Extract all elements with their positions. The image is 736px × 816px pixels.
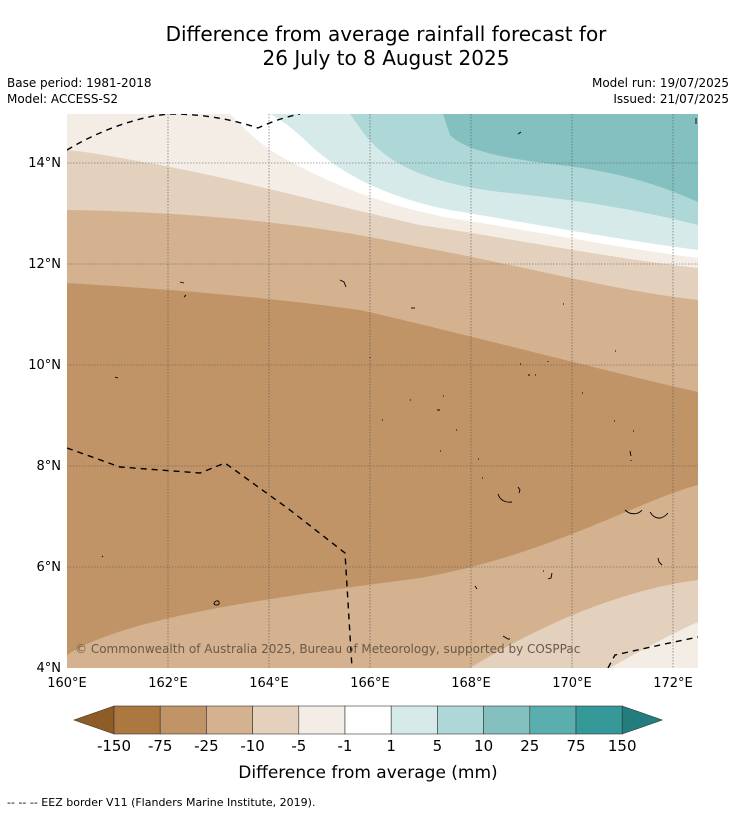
meta-left: Base period: 1981-2018 Model: ACCESS-S2 (7, 75, 152, 107)
lon-label-170: 170°E (552, 676, 592, 691)
colorbar-arrow-low (73, 705, 115, 735)
lat-label-4: 4°N (37, 661, 62, 676)
band-north-medium-teal (443, 114, 698, 202)
base-period: Base period: 1981-2018 (7, 76, 152, 90)
colorbar-box (575, 705, 623, 735)
graticule (67, 114, 698, 668)
lat-label-12: 12°N (28, 257, 61, 272)
colorbar-box (298, 705, 346, 735)
lon-label-172: 172°E (653, 676, 693, 691)
band-south-light-tan (67, 485, 698, 668)
colorbar-arrow-high (621, 705, 664, 735)
colorbar-box (344, 705, 392, 735)
lon-label-164: 164°E (249, 676, 289, 691)
colorbar-tick-label: 75 (566, 737, 585, 755)
colorbar-box (529, 705, 577, 735)
title-line-2: 26 July to 8 August 2025 (262, 46, 510, 70)
lat-label-6: 6°N (37, 560, 62, 575)
eez-borders (67, 114, 698, 668)
colorbar: -150 -75 -25 -10 -5 -1 1 5 10 25 75 150 (73, 705, 664, 755)
lon-label-162: 162°E (148, 676, 188, 691)
eez-footnote: -- -- -- EEZ border V11 (Flanders Marine… (7, 796, 316, 809)
colorbar-box (437, 705, 484, 735)
colorbar-box (483, 705, 531, 735)
band-south-pale (470, 580, 698, 668)
band-south-very-pale (610, 622, 698, 668)
colorbar-box (206, 705, 253, 735)
colorbar-tick-label: 10 (474, 737, 493, 755)
model-run: Model run: 19/07/2025 (591, 76, 729, 90)
colorbar-box (390, 705, 438, 735)
colorbar-tick-label: -25 (194, 737, 219, 755)
colorbar-box (252, 705, 300, 735)
colorbar-tick-label: -10 (240, 737, 265, 755)
map-title: Difference from average rainfall forecas… (0, 22, 736, 70)
colorbar-tick-label: -5 (291, 737, 306, 755)
title-line-1: Difference from average rainfall forecas… (165, 22, 607, 46)
issued-date: Issued: 21/07/2025 (613, 92, 729, 106)
colorbar-tick-label: 5 (433, 737, 443, 755)
colorbar-tick-label: -75 (148, 737, 173, 755)
colorbar-tick-label: -150 (97, 737, 131, 755)
lon-label-160: 160°E (47, 676, 87, 691)
copyright-notice: © Commonwealth of Australia 2025, Bureau… (75, 642, 580, 656)
lon-axis-labels: 160°E 162°E 164°E 166°E 168°E 170°E 172°… (47, 676, 693, 691)
lat-axis-labels: 4°N 6°N 8°N 10°N 12°N 14°N (28, 156, 61, 676)
islands (101, 118, 697, 640)
colorbar-tick-label: 25 (520, 737, 539, 755)
colorbar-tick-label: 1 (386, 737, 396, 755)
meta-right: Model run: 19/07/2025 Issued: 21/07/2025 (592, 75, 729, 107)
model-name: Model: ACCESS-S2 (7, 92, 119, 106)
lon-label-166: 166°E (350, 676, 390, 691)
lat-label-14: 14°N (28, 156, 61, 171)
lon-label-168: 168°E (451, 676, 491, 691)
colorbar-title: Difference from average (mm) (238, 763, 497, 783)
colorbar-tick-label: -1 (338, 737, 353, 755)
rainfall-anomaly-field: © Commonwealth of Australia 2025, Bureau… (67, 114, 698, 668)
lat-label-8: 8°N (37, 459, 62, 474)
colorbar-tick-label: 150 (608, 737, 637, 755)
colorbar-box (113, 705, 161, 735)
lat-label-10: 10°N (28, 358, 61, 373)
colorbar-box (159, 705, 207, 735)
